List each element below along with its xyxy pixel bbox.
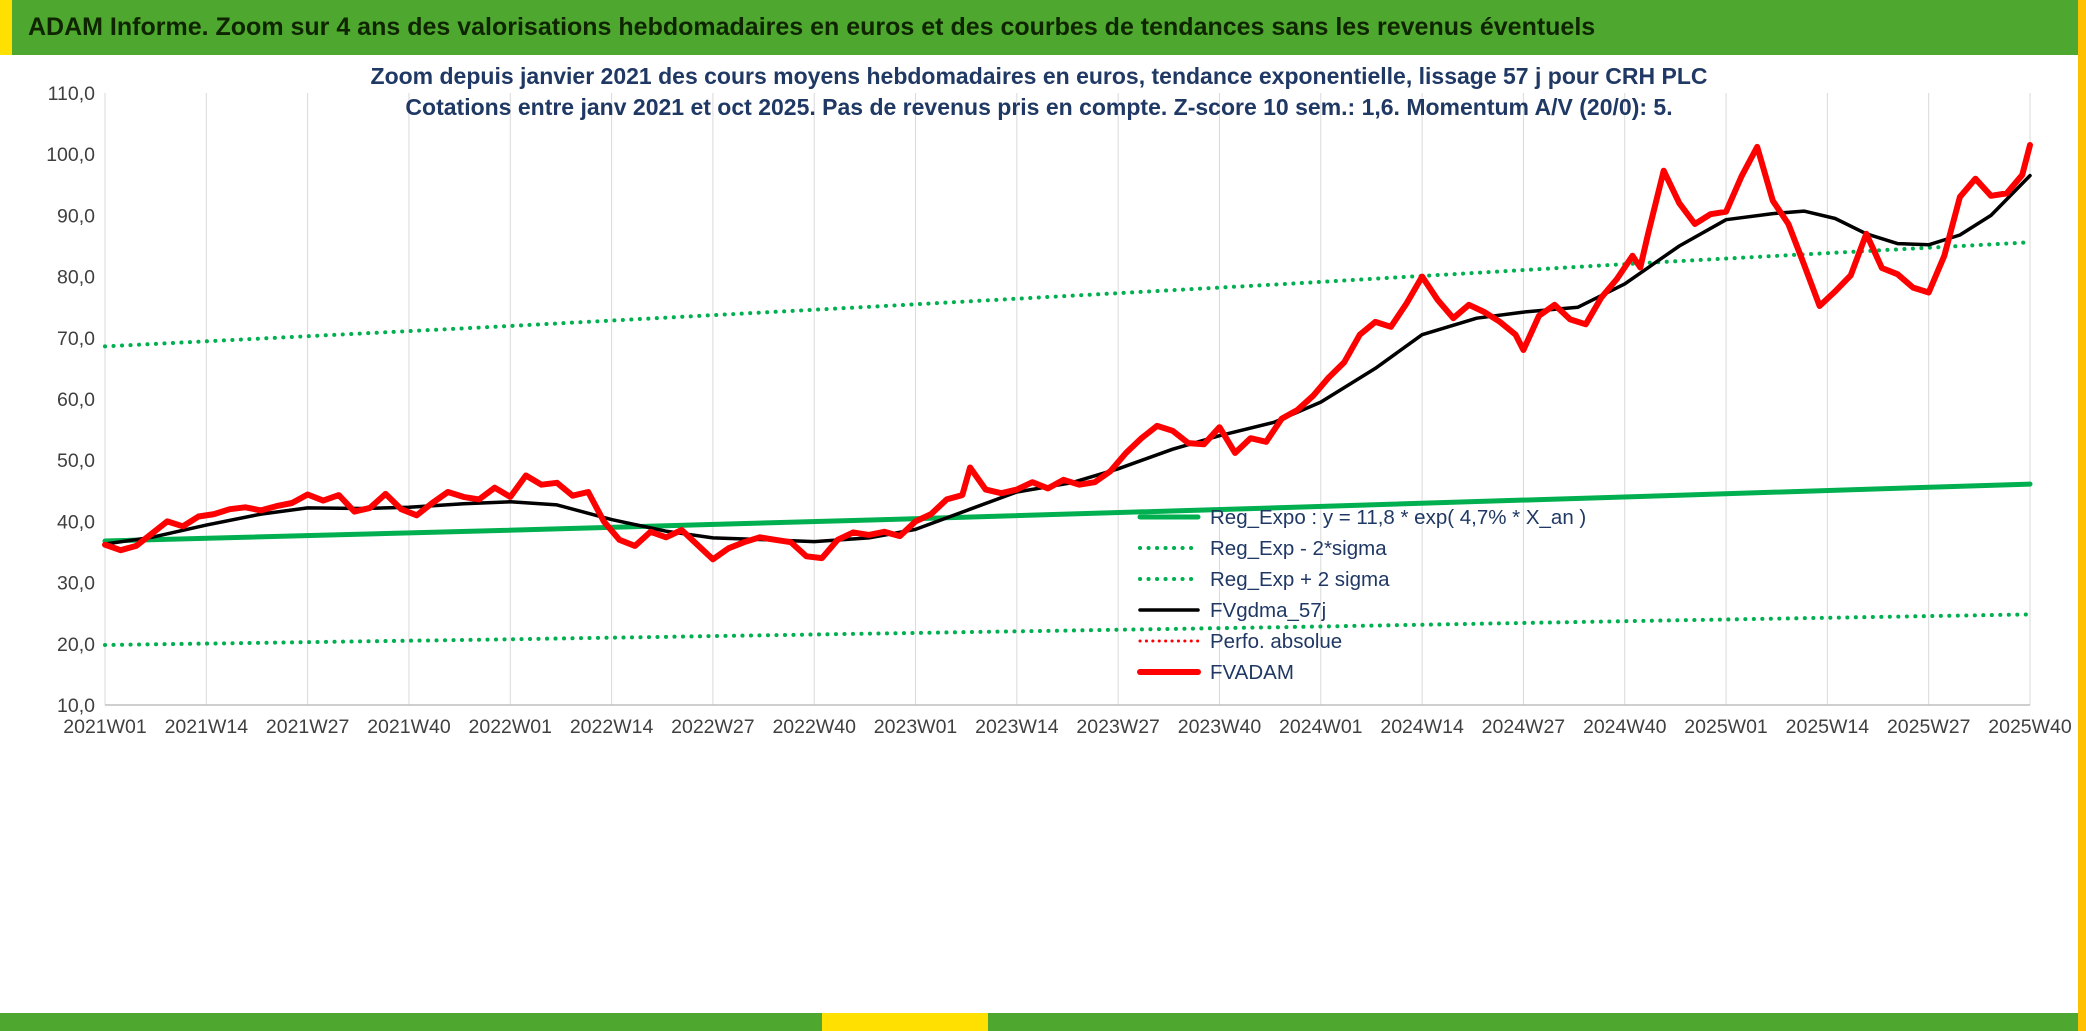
x-axis-tick-label: 2021W27 <box>266 716 349 738</box>
y-axis-tick-label: 50,0 <box>57 450 95 472</box>
legend-label-Perfo_absolue: Perfo. absolue <box>1210 630 1342 653</box>
x-axis-tick-label: 2023W27 <box>1076 716 1159 738</box>
x-axis-tick-label: 2024W14 <box>1380 716 1464 738</box>
banner: ADAM Informe. Zoom sur 4 ans des valoris… <box>12 0 2078 55</box>
chart-area: Zoom depuis janvier 2021 des cours moyen… <box>0 55 2078 1013</box>
x-axis-tick-label: 2023W40 <box>1178 716 1262 738</box>
legend-label-Reg_Expo: Reg_Expo : y = 11,8 * exp( 4,7% * X_an ) <box>1210 506 1586 529</box>
x-axis-tick-label: 2025W14 <box>1786 716 1870 738</box>
x-axis-tick-label: 2021W01 <box>63 716 146 738</box>
x-axis-tick-label: 2021W40 <box>367 716 451 738</box>
legend-label-Reg_Exp_minus_2sigma: Reg_Exp - 2*sigma <box>1210 537 1387 560</box>
x-axis-tick-label: 2024W27 <box>1482 716 1565 738</box>
x-axis-tick-label: 2025W01 <box>1684 716 1767 738</box>
series-Reg_Expo <box>102 481 2033 544</box>
y-axis-tick-label: 110,0 <box>48 83 96 105</box>
bottom-bar <box>0 1013 2086 1031</box>
y-axis-tick-label: 60,0 <box>57 389 95 411</box>
y-axis-tick-label: 30,0 <box>57 573 95 595</box>
x-axis-tick-label: 2022W40 <box>772 716 856 738</box>
chart-svg: 2021W01 2021W14 2021W27 2021W40 2022W01 2022W… <box>46 83 2072 738</box>
x-axis-tick-label: 2025W40 <box>1988 716 2072 738</box>
x-axis-tick-label: 2024W40 <box>1583 716 1667 738</box>
series-FVADAM <box>102 142 2033 563</box>
x-axis-tick-label: 2023W14 <box>975 716 1059 738</box>
y-axis-tick-label: 40,0 <box>57 511 95 533</box>
x-axis-tick-label: 2022W01 <box>469 716 552 738</box>
legend-label-FVgdma_57j: FVgdma_57j <box>1210 599 1326 622</box>
series-Reg_Exp_plus_2sigma <box>103 240 2032 349</box>
series-Reg_Exp_minus_2sigma <box>103 612 2032 647</box>
x-axis-tick-label: 2022W27 <box>671 716 754 738</box>
x-axis-tick-label: 2022W14 <box>570 716 654 738</box>
right-edge-accent <box>2078 0 2086 1031</box>
chart-title: Zoom depuis janvier 2021 des cours moyen… <box>370 63 1708 89</box>
top-left-accent <box>0 0 12 55</box>
y-axis-tick-label: 90,0 <box>57 205 95 227</box>
legend-label-FVADAM: FVADAM <box>1210 661 1294 684</box>
banner-title: ADAM Informe. Zoom sur 4 ans des valoris… <box>28 13 1596 41</box>
legend-label-Reg_Exp_plus_2sigma: Reg_Exp + 2 sigma <box>1210 568 1390 591</box>
y-axis-tick-label: 20,0 <box>57 634 95 656</box>
x-axis-tick-label: 2024W01 <box>1279 716 1362 738</box>
chart-titles: Zoom depuis janvier 2021 des cours moyen… <box>0 61 2078 123</box>
y-axis-tick-label: 10,0 <box>57 695 95 717</box>
y-axis-tick-label: 100,0 <box>46 144 95 166</box>
series-FVgdma_57j <box>103 173 2032 546</box>
chart-subtitle: Cotations entre janv 2021 et oct 2025. P… <box>405 94 1673 120</box>
bottom-accent <box>822 1013 988 1031</box>
x-axis-tick-label: 2021W14 <box>165 716 249 738</box>
y-axis-tick-label: 80,0 <box>57 267 95 289</box>
x-axis-tick-label: 2023W01 <box>874 716 957 738</box>
y-axis-tick-label: 70,0 <box>57 328 95 350</box>
x-axis-tick-label: 2025W27 <box>1887 716 1970 738</box>
